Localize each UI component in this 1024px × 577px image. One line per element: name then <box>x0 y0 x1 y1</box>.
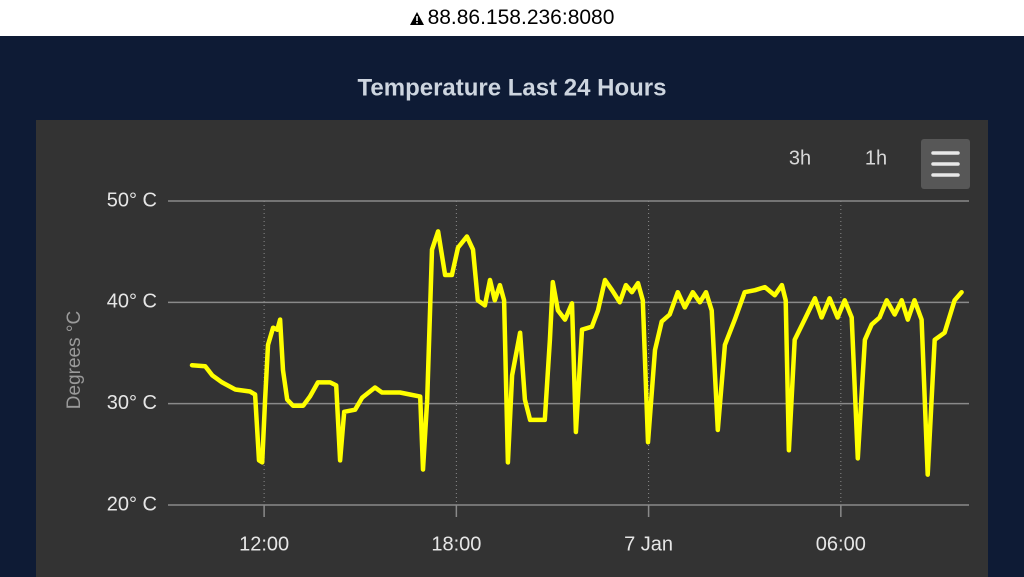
y-tick-label: 40° C <box>107 291 157 313</box>
y-tick-label: 20° C <box>107 493 157 515</box>
warning-icon <box>409 11 424 25</box>
y-axis-title: Degrees °C <box>64 311 85 409</box>
range-button[interactable]: 3h <box>789 147 811 169</box>
x-tick-label: 7 Jan <box>624 533 673 555</box>
y-tick-label: 50° C <box>107 189 157 211</box>
chart-title: Temperature Last 24 Hours <box>358 74 667 101</box>
address-bar[interactable]: 88.86.158.236:8080 <box>0 0 1024 36</box>
x-tick-label: 06:00 <box>816 533 866 555</box>
chart: Temperature Last 24 Hours Degrees °C 3h 1… <box>36 74 988 577</box>
x-tick-label: 18:00 <box>431 533 481 555</box>
y-tick-label: 30° C <box>107 392 157 414</box>
temperature-line <box>189 229 964 477</box>
plot-background <box>36 120 988 577</box>
url: 88.86.158.236:8080 <box>427 6 615 29</box>
range-button[interactable]: 1h <box>865 147 887 169</box>
x-tick-label: 12:00 <box>239 533 289 555</box>
menu-icon <box>931 151 960 177</box>
